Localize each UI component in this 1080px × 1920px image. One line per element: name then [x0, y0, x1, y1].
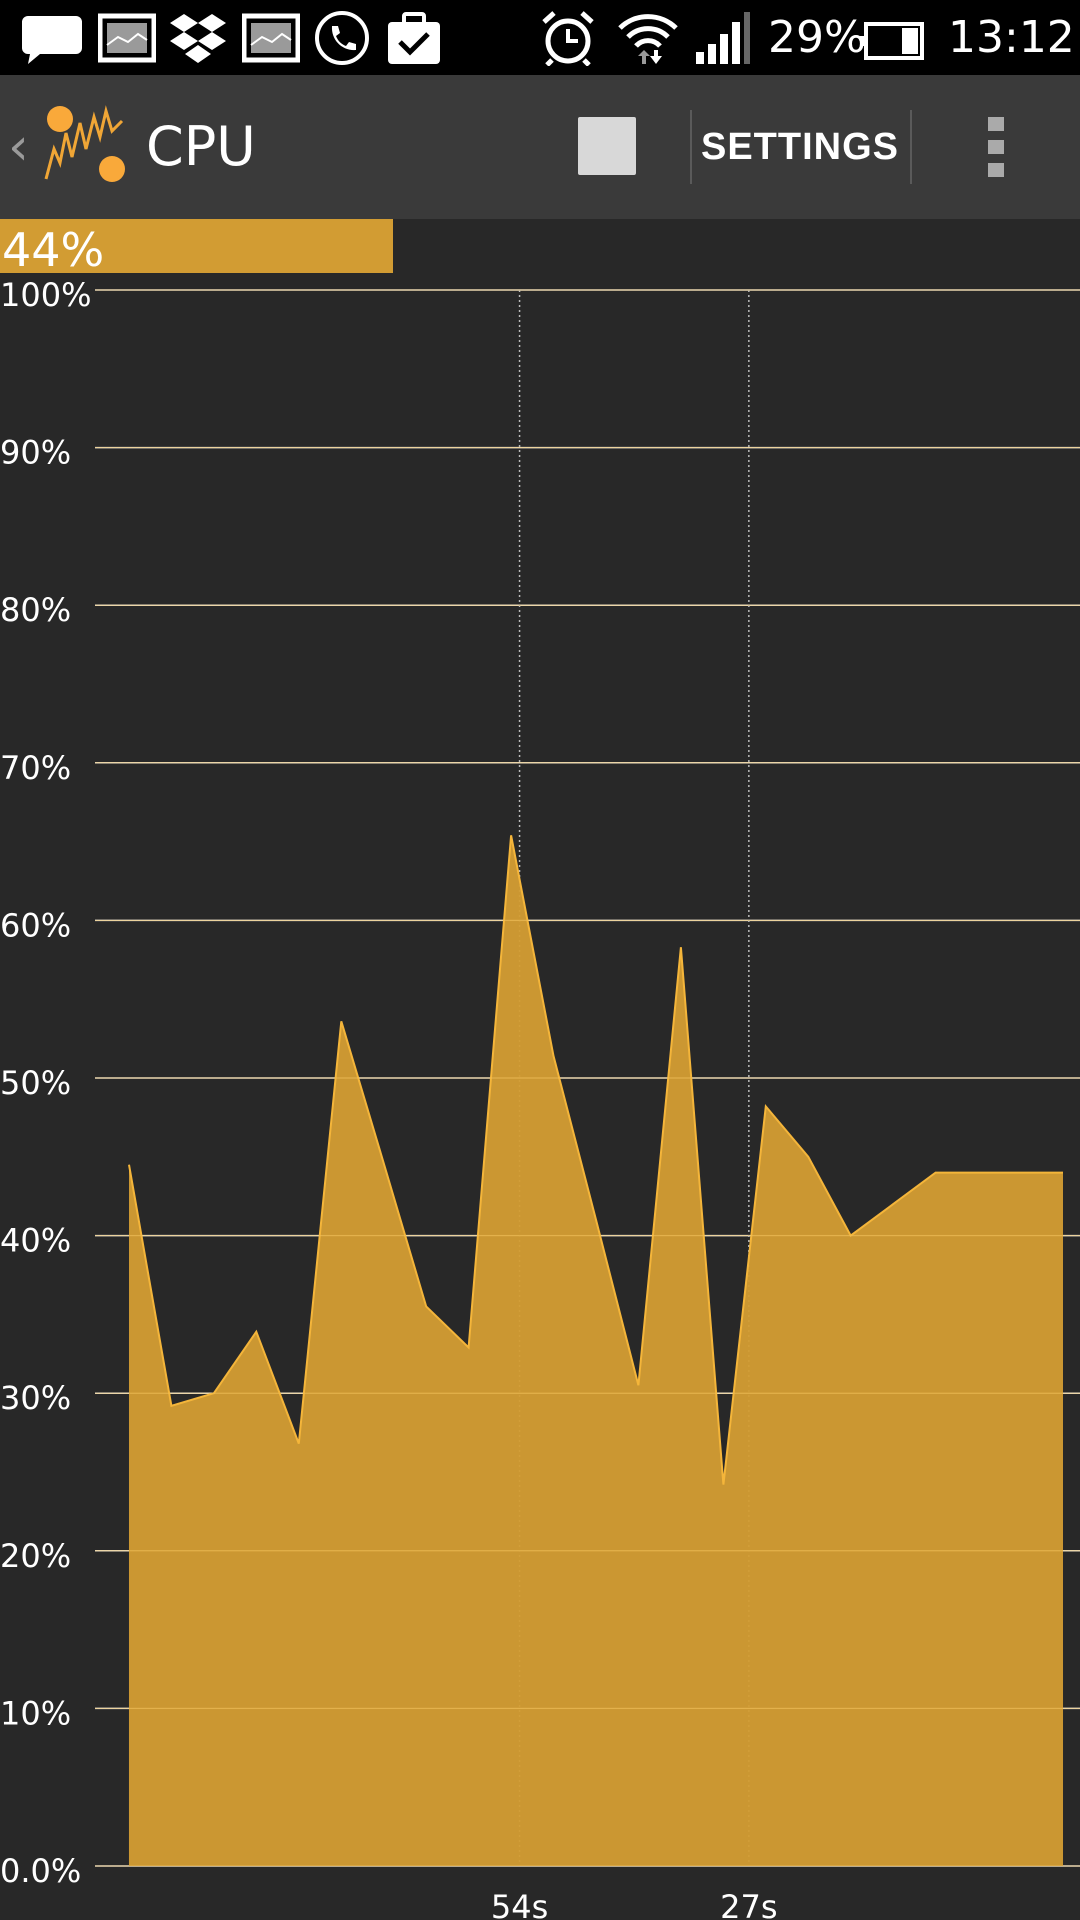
divider — [910, 110, 912, 184]
clock: 13:12 — [948, 12, 1075, 63]
y-tick-label: 30% — [0, 1379, 71, 1417]
usage-bar-fill — [0, 219, 393, 273]
app-logo-icon[interactable] — [40, 103, 130, 193]
wifi-icon — [618, 14, 678, 64]
settings-button[interactable]: SETTINGS — [700, 126, 900, 168]
dropbox-icon — [170, 14, 226, 63]
y-tick-label: 90% — [0, 434, 71, 472]
cpu-area — [128, 835, 1064, 1866]
y-tick-label: 20% — [0, 1537, 71, 1575]
y-tick-label: 60% — [0, 906, 71, 944]
chat-bubble-icon — [22, 16, 82, 64]
alarm-icon — [542, 11, 594, 66]
usage-value: 44% — [2, 223, 105, 277]
stop-icon[interactable] — [578, 117, 636, 175]
signal-icon — [696, 12, 750, 64]
x-tick-label: 27s — [720, 1888, 777, 1920]
phone-icon — [315, 11, 369, 65]
y-tick-label: 10% — [0, 1694, 71, 1732]
y-tick-label: 50% — [0, 1064, 71, 1102]
action-bar: ‹ CPU SETTINGS — [0, 75, 1080, 219]
battery-icon — [860, 22, 924, 60]
gallery-icon — [98, 13, 156, 63]
overflow-menu-icon[interactable] — [976, 115, 1016, 179]
y-tick-label: 0.0% — [0, 1852, 81, 1890]
cpu-line — [128, 835, 1063, 1485]
divider — [690, 110, 692, 184]
x-tick-label: 54s — [491, 1888, 548, 1920]
y-tick-label: 40% — [0, 1222, 71, 1260]
app-title: CPU — [146, 115, 256, 178]
back-chevron-icon[interactable]: ‹ — [8, 117, 29, 177]
battery-percent: 29% — [768, 12, 866, 63]
cpu-chart: 0.0% 10% 20% 30% 40% 50% 60% 70% 80% 90% 100% 54s 27… — [0, 276, 1080, 1920]
usage-bar — [0, 219, 1080, 273]
task-icon — [388, 12, 440, 64]
y-tick-label: 70% — [0, 749, 71, 787]
y-tick-label: 80% — [0, 591, 71, 629]
status-bar: 29% 13:12 — [0, 0, 1080, 75]
y-tick-label: 100% — [0, 276, 91, 314]
gallery-icon — [242, 13, 300, 63]
